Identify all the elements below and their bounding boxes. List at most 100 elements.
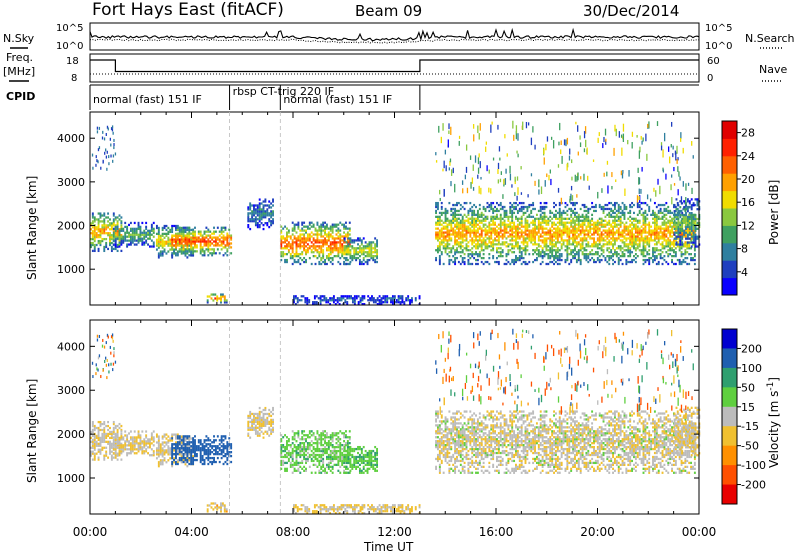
power-cell — [204, 236, 206, 238]
power-cell — [662, 218, 664, 220]
power-cell — [107, 151, 108, 154]
power-cell — [557, 226, 559, 228]
power-cell — [629, 226, 631, 228]
velocity-cell — [107, 429, 109, 431]
power-cell — [641, 226, 643, 228]
power-cell — [100, 216, 102, 218]
power-cell — [483, 253, 485, 255]
power-cell — [223, 234, 225, 236]
power-cell — [103, 232, 105, 234]
power-cell — [171, 254, 173, 256]
power-cell — [515, 227, 517, 229]
power-cell — [320, 231, 322, 233]
power-cell — [599, 204, 601, 206]
power-cell — [566, 245, 568, 247]
power-cell — [94, 218, 96, 220]
power-cell — [696, 218, 698, 220]
power-cell — [568, 233, 570, 235]
power-cell — [479, 204, 481, 206]
power-cell — [509, 212, 511, 214]
power-cell — [683, 222, 685, 224]
power-cell — [570, 216, 572, 218]
power-cell — [693, 238, 695, 240]
power-cell — [215, 252, 217, 254]
power-cell — [336, 237, 338, 239]
power-cell — [113, 139, 114, 142]
power-cell — [498, 231, 500, 233]
power-cell — [559, 255, 561, 257]
velocity-cell — [119, 423, 121, 425]
power-cell — [209, 242, 211, 244]
cpid-segment-label: normal (fast) 151 IF — [93, 93, 202, 106]
power-cell — [156, 248, 158, 250]
power-cell — [450, 229, 452, 231]
power-cell — [171, 244, 173, 246]
power-cell — [657, 179, 658, 185]
power-cell — [622, 214, 624, 216]
power-cell — [264, 214, 266, 216]
power-colorbar-tick-label: 28 — [741, 127, 755, 140]
power-cell — [593, 233, 595, 235]
power-cell — [398, 299, 400, 301]
power-cell — [305, 239, 307, 241]
power-cell — [136, 240, 138, 242]
power-cell — [473, 124, 474, 129]
power-cell — [292, 227, 294, 229]
velocity-cell — [111, 431, 113, 433]
power-cell — [622, 210, 624, 212]
power-cell — [538, 253, 540, 255]
power-cell — [448, 224, 450, 226]
velocity-cell — [109, 427, 111, 429]
power-cell — [633, 227, 635, 229]
power-cell — [506, 259, 508, 261]
power-cell — [103, 218, 105, 220]
power-cell — [492, 247, 494, 249]
power-cell — [624, 227, 626, 229]
power-cell — [251, 216, 253, 218]
power-cell — [696, 222, 698, 224]
power-cell — [644, 216, 646, 218]
power-cell — [353, 239, 355, 241]
power-cell — [486, 206, 488, 208]
power-cell — [622, 170, 623, 174]
power-cell — [303, 257, 305, 259]
power-cell — [322, 239, 324, 241]
power-cell — [693, 220, 695, 222]
power-cell — [292, 257, 294, 259]
power-cell — [175, 236, 177, 238]
power-cell — [669, 233, 671, 235]
power-cell — [593, 229, 595, 231]
power-cell — [226, 242, 228, 244]
power-cell — [205, 242, 207, 244]
power-cell — [521, 218, 523, 220]
power-cell — [559, 259, 561, 261]
power-cell — [365, 247, 367, 249]
power-cell — [696, 198, 698, 200]
power-cell — [551, 255, 553, 257]
power-cell — [447, 210, 449, 212]
power-cell — [257, 206, 259, 208]
power-cell — [544, 233, 546, 235]
power-cell — [611, 186, 612, 189]
power-cell — [145, 228, 147, 230]
power-cell — [610, 214, 612, 216]
power-cell — [481, 227, 483, 229]
power-cell — [286, 259, 288, 261]
power-cell — [348, 253, 350, 255]
power-cell — [341, 239, 343, 241]
power-cell — [631, 224, 633, 226]
power-cell — [601, 208, 603, 210]
power-cell — [479, 243, 481, 245]
power-cell — [578, 229, 580, 231]
power-cell — [435, 257, 437, 259]
power-cell — [126, 240, 128, 242]
power-cell — [519, 227, 521, 229]
power-cell — [663, 227, 665, 229]
power-cell — [471, 247, 473, 249]
power-cell — [662, 149, 663, 157]
power-cell — [263, 224, 265, 226]
power-cell — [320, 247, 322, 249]
power-cell — [577, 172, 578, 180]
velocity-cell — [109, 431, 111, 433]
power-cell — [563, 226, 565, 228]
